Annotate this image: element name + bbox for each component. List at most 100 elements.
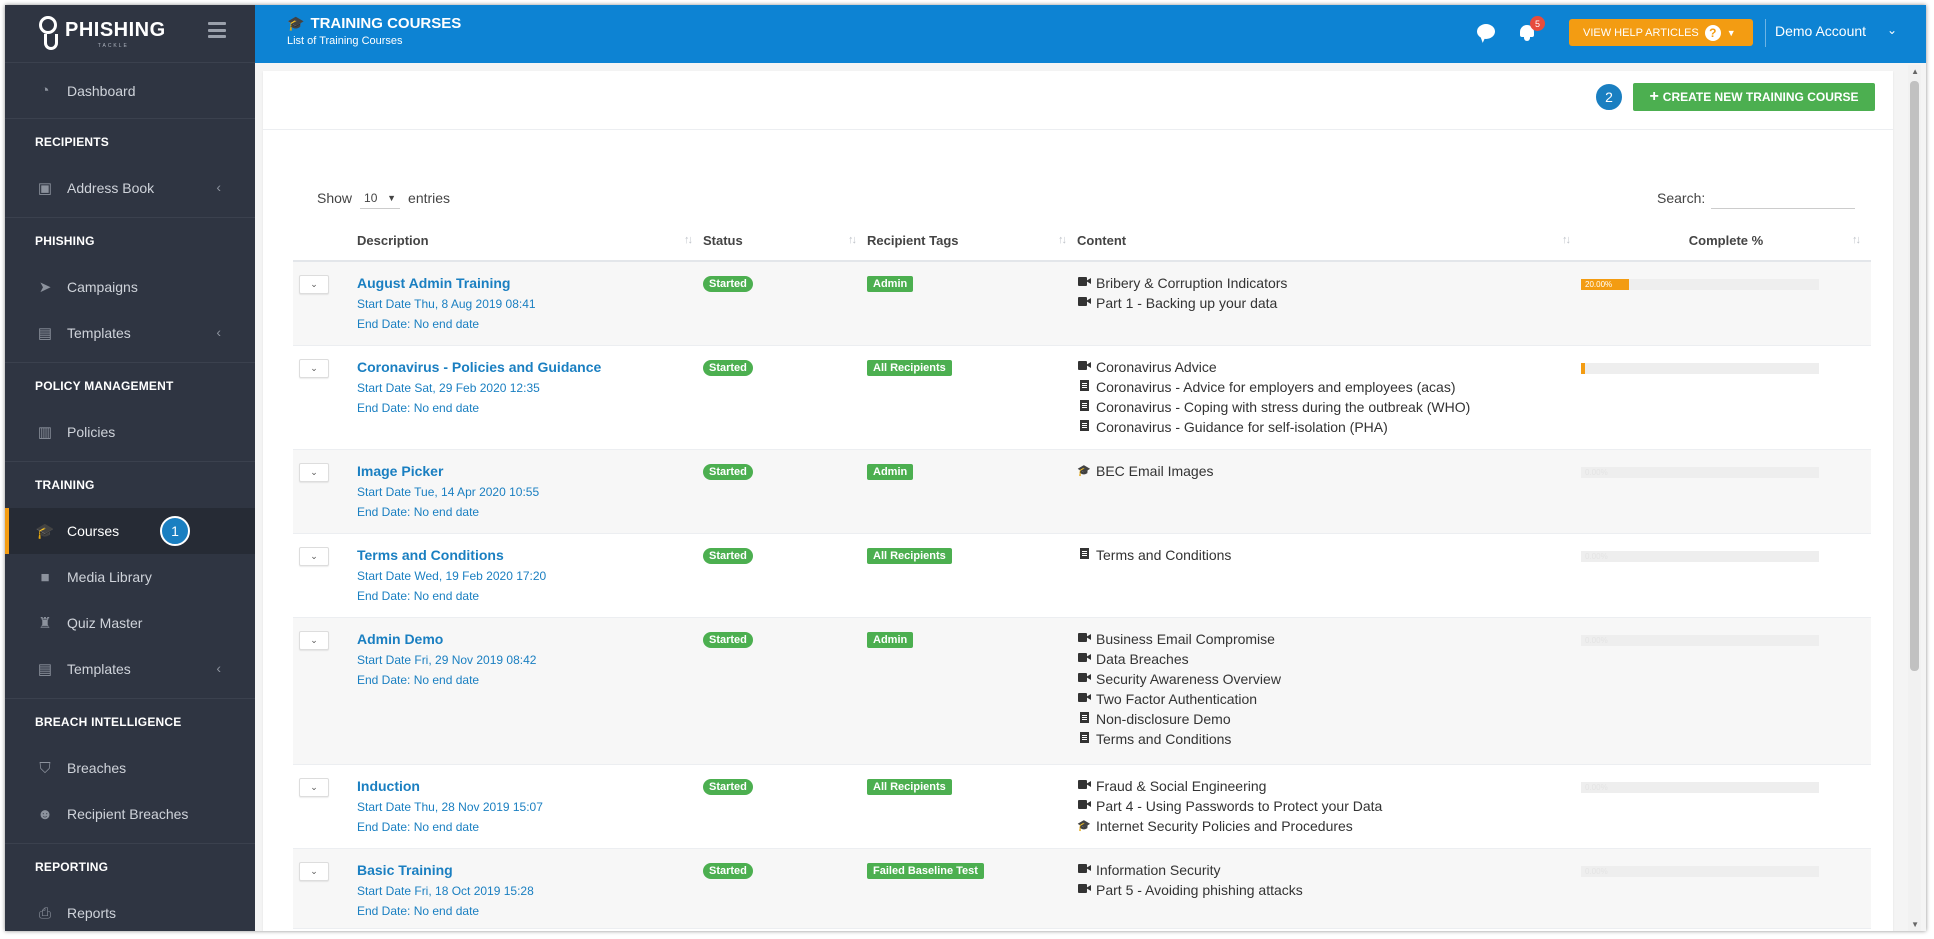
complete-cell: 20.00% (1581, 261, 1871, 345)
page-scrollbar[interactable]: ▲ ▼ (1905, 65, 1921, 931)
section-reporting: REPORTING ⎙ Reports (5, 843, 255, 931)
completion-progress-bar: 0.00% (1581, 466, 1819, 478)
column-header-label: Description (357, 233, 429, 248)
content-item: Bribery & Corruption Indicators (1077, 275, 1581, 291)
template-file-icon: ▤ (37, 661, 53, 678)
question-circle-icon: ? (1704, 24, 1721, 41)
course-title-link[interactable]: Basic Training (357, 861, 453, 878)
expand-row-button[interactable]: ⌄ (299, 358, 329, 378)
content-item-label: Fraud & Social Engineering (1096, 777, 1267, 794)
sidebar-item-address-book[interactable]: ▣ Address Book ‹ (5, 165, 255, 211)
view-help-articles-button[interactable]: VIEW HELP ARTICLES ? ▼ (1569, 19, 1753, 46)
content-item: Information Security (1077, 862, 1581, 878)
entries-select-value: 10 (364, 190, 378, 205)
create-training-course-button[interactable]: + CREATE NEW TRAINING COURSE (1633, 83, 1875, 111)
chevron-left-icon: ‹ (216, 179, 221, 195)
description-cell: August Admin Training Start Date Thu, 8 … (357, 261, 703, 345)
courses-table: Description ↑↓ Status ↑↓ Recipient Tags ↑↓ … (293, 221, 1871, 929)
sidebar-item-courses[interactable]: 🎓 Courses 1 (5, 508, 255, 554)
sidebar-item-templates[interactable]: ▤ Templates ‹ (5, 310, 255, 356)
expand-row-button[interactable]: ⌄ (299, 462, 329, 482)
section-policy: POLICY MANAGEMENT ▥ Policies (5, 362, 255, 455)
recipient-tag-badge: Admin (867, 276, 914, 292)
content-item-label: Part 1 - Backing up your data (1096, 295, 1278, 311)
menu-toggle-icon[interactable] (208, 22, 226, 38)
search-input[interactable] (1711, 187, 1856, 209)
chat-icon[interactable] (1477, 24, 1495, 39)
expand-row-button[interactable]: ⌄ (299, 861, 329, 881)
content-item: Two Factor Authentication (1077, 691, 1581, 707)
logo-bar: PHISHING TACKLE (5, 5, 255, 63)
column-header-content[interactable]: Content ↑↓ (1077, 221, 1581, 262)
course-title-link[interactable]: August Admin Training (357, 275, 511, 291)
tags-cell: All Recipients (867, 345, 1077, 449)
chevron-down-icon[interactable]: ⌄ (1887, 23, 1898, 37)
sidebar-item-quiz-master[interactable]: ♜ Quiz Master (5, 600, 255, 646)
entries-select[interactable]: 10 ▼ (360, 187, 401, 209)
content-cell: 🎓 BEC Email Images (1077, 449, 1581, 533)
course-title-link[interactable]: Coronavirus - Policies and Guidance (357, 358, 602, 375)
expand-row-button[interactable]: ⌄ (299, 546, 329, 566)
video-camera-icon: ■ (40, 568, 50, 586)
status-badge: Started (703, 631, 753, 648)
document-icon (1079, 547, 1089, 559)
create-button-label: CREATE NEW TRAINING COURSE (1662, 90, 1859, 104)
chevron-left-icon: ‹ (216, 324, 221, 340)
content-cell: Bribery & Corruption Indicators Part 1 - … (1077, 261, 1581, 345)
content-item: Security Awareness Overview (1077, 671, 1581, 687)
chevron-down-icon: ⌄ (310, 781, 318, 792)
tags-cell: Admin (867, 449, 1077, 533)
sidebar-item-breaches[interactable]: ⛉ Breaches (5, 745, 255, 791)
sidebar-item-media-library[interactable]: ■ Media Library (5, 554, 255, 600)
course-end-date: End Date: No end date (357, 672, 480, 687)
sidebar-item-policies[interactable]: ▥ Policies (5, 409, 255, 455)
course-start-date: Start Date Wed, 19 Feb 2020 17:20 (357, 568, 547, 583)
completion-progress-bar: 0.00% (1581, 634, 1819, 646)
column-header-status[interactable]: Status ↑↓ (703, 221, 867, 262)
expand-cell: ⌄ (293, 848, 357, 928)
course-end-date: End Date: No end date (357, 317, 480, 331)
scroll-up-arrow-icon[interactable]: ▲ (1911, 67, 1919, 76)
expand-row-button[interactable]: ⌄ (299, 275, 329, 294)
sidebar-item-reports[interactable]: ⎙ Reports (5, 890, 255, 931)
course-title-link[interactable]: Image Picker (357, 462, 444, 479)
document-icon (1079, 399, 1089, 411)
logo[interactable]: PHISHING TACKLE (35, 14, 166, 54)
expand-row-button[interactable]: ⌄ (299, 630, 329, 650)
sidebar-item-campaigns[interactable]: ➤ Campaigns (5, 264, 255, 310)
content-cell: Terms and Conditions (1077, 533, 1581, 617)
scroll-down-arrow-icon[interactable]: ▼ (1911, 920, 1919, 929)
table-row: ⌄ August Admin Training Start Date Thu, … (293, 261, 1871, 345)
expand-cell: ⌄ (293, 345, 357, 449)
course-title-link[interactable]: Terms and Conditions (357, 546, 504, 563)
content-item-label: BEC Email Images (1096, 462, 1214, 479)
expand-row-button[interactable]: ⌄ (299, 777, 329, 797)
content-cell: Fraud & Social Engineering Part 4 - Using… (1077, 764, 1581, 848)
column-header-complete[interactable]: Complete % ↑↓ (1581, 221, 1871, 262)
section-heading: REPORTING (35, 860, 109, 874)
sidebar-item-recipient-breaches[interactable]: ☻ Recipient Breaches (5, 791, 255, 837)
chevron-down-icon: ▼ (1726, 27, 1736, 38)
content-item: 🎓 Internet Security Policies and Procedur… (1077, 818, 1581, 834)
description-cell: Coronavirus - Policies and Guidance Star… (357, 345, 703, 449)
sidebar-item-dashboard[interactable]: ◔ Dashboard (5, 63, 255, 118)
content-item: Coronavirus Advice (1077, 359, 1581, 375)
course-title-link[interactable]: Induction (357, 777, 420, 794)
status-cell: Started (703, 345, 867, 449)
graduation-cap-icon: 🎓 (1077, 820, 1091, 832)
notification-count-badge: 5 (1530, 16, 1545, 31)
scrollbar-thumb[interactable] (1910, 81, 1919, 671)
account-menu[interactable]: Demo Account (1775, 23, 1867, 39)
content-item-label: Business Email Compromise (1096, 630, 1275, 647)
top-bar: 🎓 TRAINING COURSES List of Training Cour… (255, 5, 1926, 63)
recipient-tag-badge: All Recipients (867, 359, 952, 376)
column-header-description[interactable]: Description ↑↓ (357, 221, 703, 262)
address-book-icon: ▣ (37, 180, 53, 197)
sidebar-item-label: Quiz Master (67, 615, 143, 631)
course-title-link[interactable]: Admin Demo (357, 630, 444, 647)
column-header-expand (293, 221, 357, 262)
recipient-tag-badge: All Recipients (867, 547, 952, 564)
tags-cell: Admin (867, 617, 1077, 764)
sidebar-item-training-templates[interactable]: ▤ Templates ‹ (5, 646, 255, 692)
column-header-recipient-tags[interactable]: Recipient Tags ↑↓ (867, 221, 1077, 262)
